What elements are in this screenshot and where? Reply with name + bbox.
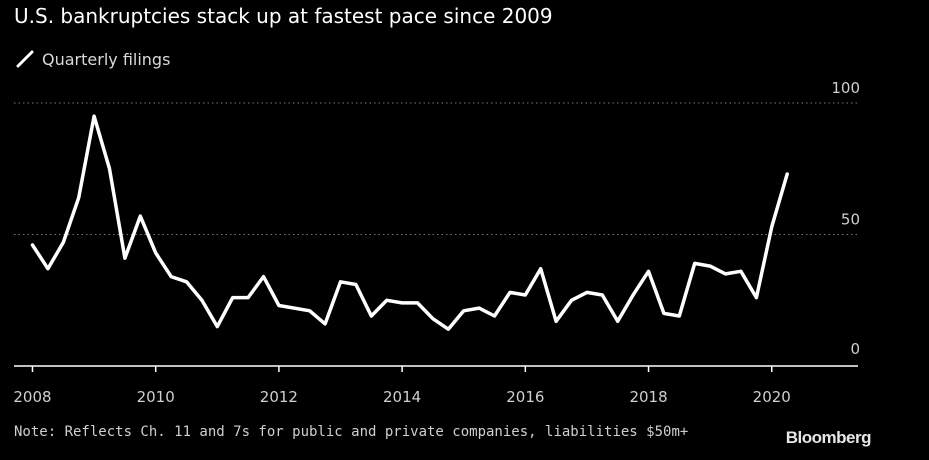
brand-logo: Bloomberg [785, 428, 872, 447]
legend-label: Quarterly filings [42, 49, 171, 69]
legend-line-icon [16, 50, 34, 68]
x-tick-label-2012: 2012 [260, 388, 298, 406]
footnote: Note: Reflects Ch. 11 and 7s for public … [14, 424, 689, 440]
y-tick-label-100: 100 [831, 79, 860, 97]
x-tick-label-2016: 2016 [506, 388, 544, 406]
x-tick-label-2008: 2008 [13, 388, 51, 406]
x-tick-label-2014: 2014 [383, 388, 421, 406]
series-line-0 [30, 114, 789, 331]
x-tick-label-2020: 2020 [753, 388, 791, 406]
chart-title: U.S. bankruptcies stack up at fastest pa… [14, 4, 553, 28]
line-chart: 0 50 100 2008 2010 2012 2014 2016 2018 2020 [13, 79, 860, 406]
legend: Quarterly filings [16, 48, 170, 70]
x-tick-label-2010: 2010 [137, 388, 175, 406]
y-tick-label-50: 50 [841, 211, 860, 229]
y-tick-label-0: 0 [850, 340, 860, 358]
x-tick-label-2018: 2018 [629, 388, 667, 406]
